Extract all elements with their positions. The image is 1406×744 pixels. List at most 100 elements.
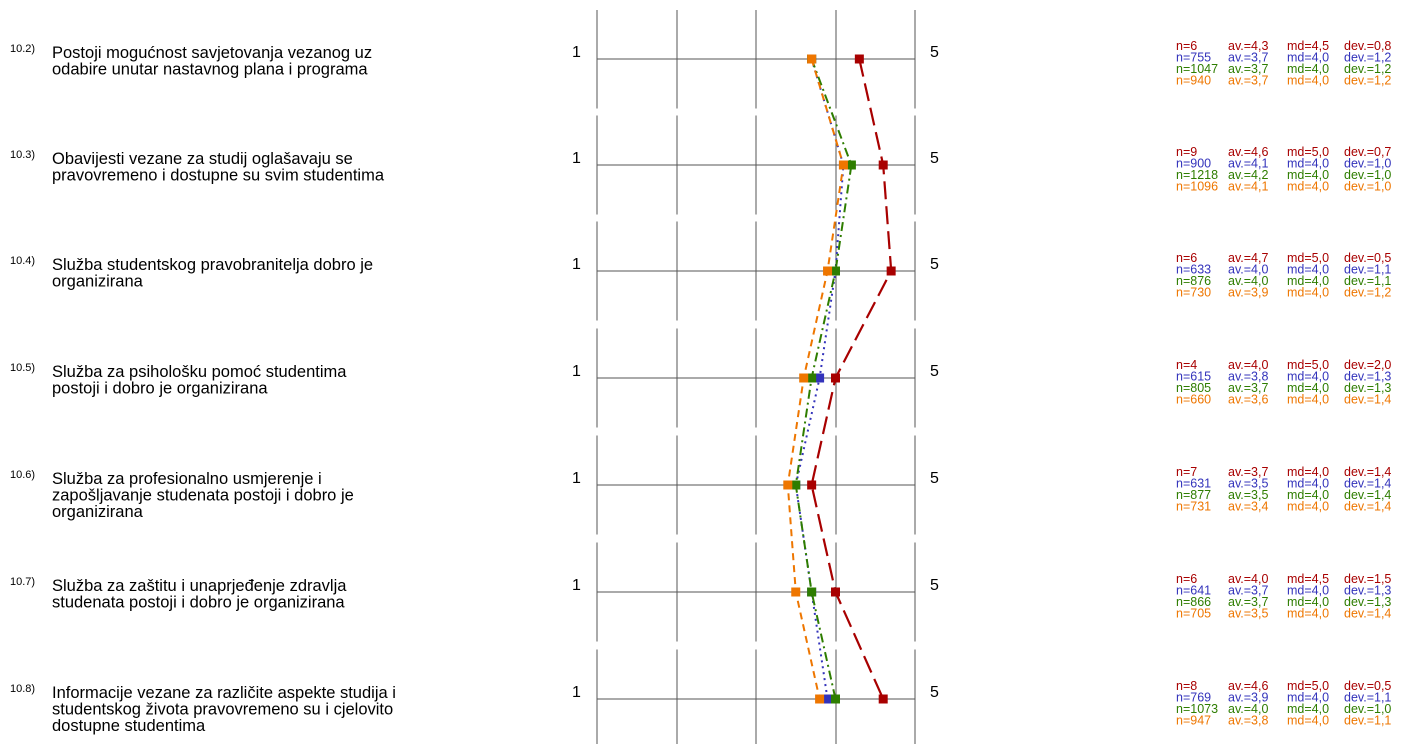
stat-n: n=877	[1176, 488, 1211, 502]
stat-deviation: dev.=0,5	[1344, 251, 1391, 265]
stat-deviation: dev.=1,5	[1344, 572, 1391, 586]
stat-deviation: dev.=1,4	[1344, 488, 1391, 502]
stat-deviation: dev.=1,1	[1344, 263, 1391, 277]
question-text-line: Informacije vezane za različite aspekte …	[52, 684, 396, 702]
series-marker-1	[854, 54, 864, 64]
stat-average: av.=3,6	[1228, 393, 1268, 407]
stat-median: md=4,0	[1287, 157, 1329, 171]
stat-median: md=5,0	[1287, 679, 1329, 693]
question-number: 10.8)	[10, 683, 35, 695]
stat-average: av.=4,0	[1228, 263, 1268, 277]
stat-deviation: dev.=1,3	[1344, 595, 1391, 609]
series-marker-3	[846, 160, 856, 170]
stat-n: n=940	[1176, 74, 1211, 88]
stat-median: md=4,0	[1287, 51, 1329, 65]
series-marker-1	[831, 587, 840, 597]
stat-average: av.=4,3	[1228, 39, 1268, 53]
stat-n: n=755	[1176, 51, 1211, 65]
stat-median: md=4,0	[1287, 168, 1329, 182]
stat-n: n=631	[1176, 477, 1211, 491]
stat-median: md=4,0	[1287, 477, 1329, 491]
stat-n: n=641	[1176, 584, 1211, 598]
stat-n: n=805	[1176, 381, 1211, 395]
stat-average: av.=3,9	[1228, 286, 1268, 300]
scale-max-label: 5	[930, 256, 939, 273]
stat-n: n=1096	[1176, 180, 1218, 194]
series-marker-4	[807, 54, 817, 64]
series-marker-3	[807, 587, 817, 597]
stat-deviation: dev.=0,8	[1344, 39, 1391, 53]
stat-median: md=5,0	[1287, 145, 1329, 159]
question-number: 10.4)	[10, 255, 35, 267]
stat-n: n=866	[1176, 595, 1211, 609]
stat-median: md=4,5	[1287, 39, 1329, 53]
stat-deviation: dev.=1,2	[1344, 62, 1391, 76]
stat-deviation: dev.=1,0	[1344, 702, 1391, 716]
stat-average: av.=3,7	[1228, 381, 1268, 395]
stat-median: md=4,0	[1287, 180, 1329, 194]
scale-max-label: 5	[930, 684, 939, 701]
stat-n: n=4	[1176, 358, 1197, 372]
statistics-columns: n=6 av.=4,3 md=4,5 dev.=0,8 n=755 av.=3,7 md=4…	[1176, 39, 1391, 728]
stat-n: n=1047	[1176, 62, 1218, 76]
stat-average: av.=4,0	[1228, 702, 1268, 716]
stat-average: av.=4,1	[1228, 157, 1268, 171]
stat-n: n=705	[1176, 607, 1211, 621]
stat-deviation: dev.=1,4	[1344, 465, 1391, 479]
stat-median: md=4,0	[1287, 595, 1329, 609]
question-number: 10.7)	[10, 576, 35, 588]
stat-average: av.=3,7	[1228, 584, 1268, 598]
question-text-line: dostupne studentima	[52, 717, 206, 735]
scale-min-label: 1	[572, 577, 581, 594]
series-marker-1	[807, 480, 817, 490]
stat-deviation: dev.=1,4	[1344, 393, 1391, 407]
question-text-line: studentskog života pravovremeno su i cje…	[52, 701, 393, 719]
stat-n: n=900	[1176, 157, 1211, 171]
stat-n: n=769	[1176, 691, 1211, 705]
question-number: 10.5)	[10, 362, 35, 374]
scale-max-label: 5	[930, 363, 939, 380]
stat-deviation: dev.=1,1	[1344, 714, 1391, 728]
stat-deviation: dev.=1,2	[1344, 51, 1391, 65]
scale-max-label: 5	[930, 44, 939, 61]
stat-average: av.=3,8	[1228, 714, 1268, 728]
stat-average: av.=3,5	[1228, 488, 1268, 502]
series-marker-4	[783, 480, 793, 490]
stat-median: md=4,0	[1287, 274, 1329, 288]
series-marker-4	[815, 694, 825, 704]
stat-average: av.=3,5	[1228, 477, 1268, 491]
stat-average: av.=4,0	[1228, 358, 1268, 372]
stat-deviation: dev.=1,0	[1344, 180, 1391, 194]
series-marker-1	[878, 160, 888, 170]
scale-min-label: 1	[572, 150, 581, 167]
question-text-line: Obavijesti vezane za studij oglašavaju s…	[52, 150, 353, 168]
stat-median: md=4,0	[1287, 263, 1329, 277]
stat-average: av.=4,6	[1228, 145, 1268, 159]
question-text-line: Služba studentskog pravobranitelja dobro…	[52, 256, 373, 274]
stat-deviation: dev.=1,3	[1344, 381, 1391, 395]
stat-deviation: dev.=2,0	[1344, 358, 1391, 372]
stat-n: n=731	[1176, 500, 1211, 514]
scale-max-label: 5	[930, 470, 939, 487]
series-marker-4	[799, 373, 809, 383]
scale-min-label: 1	[572, 470, 581, 487]
stat-average: av.=4,0	[1228, 572, 1268, 586]
stat-average: av.=3,9	[1228, 691, 1268, 705]
stat-median: md=4,0	[1287, 381, 1329, 395]
series-marker-4	[791, 587, 801, 597]
stat-median: md=4,0	[1287, 584, 1329, 598]
stat-n: n=8	[1176, 679, 1197, 693]
stat-deviation: dev.=1,0	[1344, 157, 1391, 171]
question-text-line: Služba za zaštitu i unaprjeđenje zdravlj…	[52, 577, 347, 595]
stat-n: n=876	[1176, 274, 1211, 288]
stat-average: av.=3,5	[1228, 607, 1268, 621]
question-text-line: studenata postoji i dobro je organiziran…	[52, 594, 345, 612]
scale-max-label: 5	[930, 577, 939, 594]
stat-average: av.=4,0	[1228, 274, 1268, 288]
series-marker-2	[815, 373, 825, 383]
stat-median: md=4,5	[1287, 572, 1329, 586]
stat-median: md=4,0	[1287, 488, 1329, 502]
stat-deviation: dev.=1,4	[1344, 477, 1391, 491]
stat-deviation: dev.=1,3	[1344, 584, 1391, 598]
stat-average: av.=4,6	[1228, 679, 1268, 693]
